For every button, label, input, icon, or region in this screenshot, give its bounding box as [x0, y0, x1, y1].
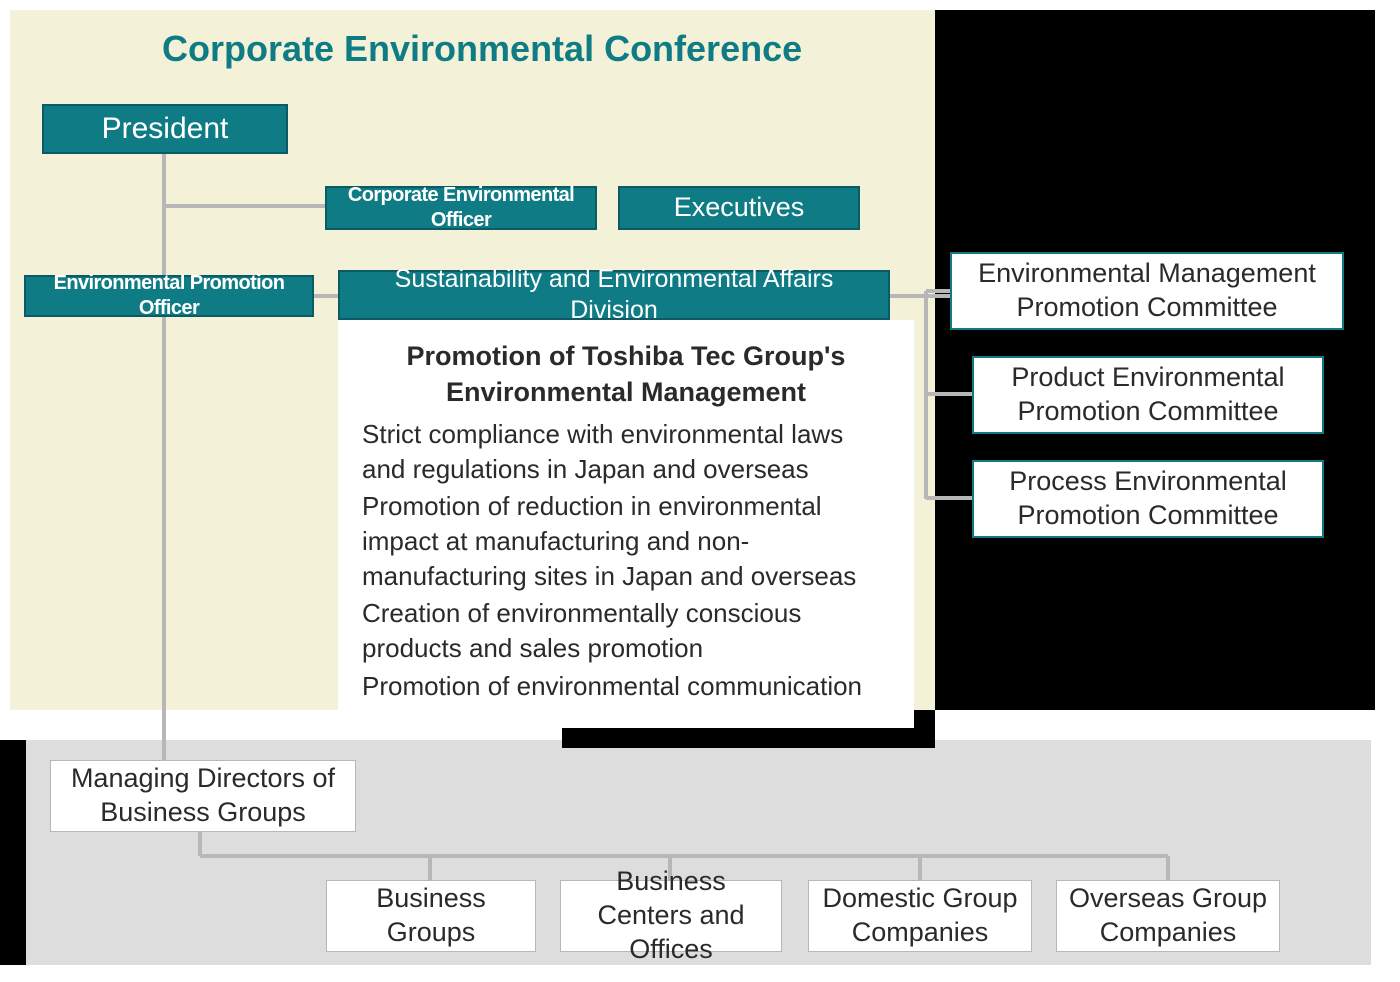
- node-bg: Business Groups: [326, 880, 536, 952]
- sead-description-line: Strict compliance with environmental law…: [362, 417, 890, 487]
- node-bco: Business Centers and Offices: [560, 880, 782, 952]
- node-label: Corporate Environmental Officer: [335, 183, 587, 233]
- connector-line: [314, 294, 338, 298]
- node-label: Executives: [674, 191, 805, 225]
- sead-description-line: Promotion of environmental communication: [362, 669, 890, 704]
- diagram-title: Corporate Environmental Conference: [162, 28, 802, 70]
- node-execs: Executives: [618, 186, 860, 230]
- node-label: Sustainability and Environmental Affairs…: [348, 264, 880, 327]
- node-label: Overseas Group Companies: [1065, 882, 1271, 950]
- org-chart: Corporate Environmental Conference Presid…: [0, 0, 1400, 982]
- sead-description-line: Creation of environmentally conscious pr…: [362, 596, 890, 666]
- connector-line: [890, 294, 950, 298]
- node-label: Domestic Group Companies: [817, 882, 1023, 950]
- node-ceo: Corporate Environmental Officer: [325, 186, 597, 230]
- node-sead: Sustainability and Environmental Affairs…: [338, 270, 890, 320]
- node-committee1: Environmental Management Promotion Commi…: [950, 252, 1344, 330]
- node-label: Business Groups: [335, 882, 527, 950]
- connector-line: [200, 854, 1168, 858]
- connector-line: [918, 856, 922, 880]
- node-label: Business Centers and Offices: [569, 865, 773, 966]
- connector-line: [1166, 856, 1170, 880]
- node-committee3: Process Environmental Promotion Committe…: [972, 460, 1324, 538]
- node-ogc: Overseas Group Companies: [1056, 880, 1280, 952]
- sead-description: Promotion of Toshiba Tec Group's Environ…: [338, 320, 914, 728]
- sead-description-title: Promotion of Toshiba Tec Group's Environ…: [362, 338, 890, 411]
- node-label: Managing Directors of Business Groups: [59, 762, 347, 830]
- node-label: Process Environmental Promotion Committe…: [982, 465, 1314, 533]
- node-dgc: Domestic Group Companies: [808, 880, 1032, 952]
- connector-line: [198, 832, 202, 856]
- connector-line: [162, 154, 166, 760]
- sead-description-line: Promotion of reduction in environmental …: [362, 489, 890, 594]
- node-president: President: [42, 104, 288, 154]
- node-label: Environmental Promotion Officer: [34, 271, 304, 321]
- connector-line: [926, 392, 972, 396]
- node-epo: Environmental Promotion Officer: [24, 275, 314, 317]
- node-label: Environmental Management Promotion Commi…: [960, 257, 1334, 325]
- node-mdbg: Managing Directors of Business Groups: [50, 760, 356, 832]
- node-label: President: [102, 110, 229, 148]
- connector-line: [164, 204, 325, 208]
- connector-line: [926, 496, 972, 500]
- node-label: Product Environmental Promotion Committe…: [982, 361, 1314, 429]
- connector-line: [926, 289, 950, 293]
- connector-line: [428, 856, 432, 880]
- node-committee2: Product Environmental Promotion Committe…: [972, 356, 1324, 434]
